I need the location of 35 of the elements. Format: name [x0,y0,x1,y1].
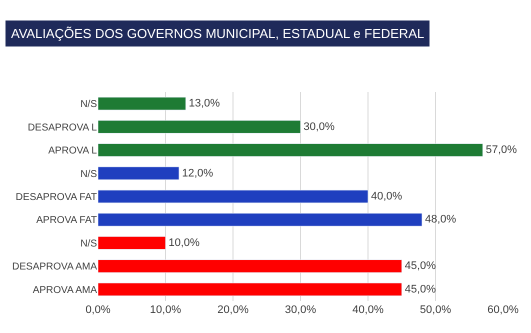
y-tick-label: APROVA AMA [32,284,98,296]
bar [98,236,166,250]
x-tick-label: 60,0% [487,304,519,316]
y-tick-label: N/S [80,99,98,110]
bar [98,213,422,226]
y-tick-label: DESAPROVA L [28,122,98,134]
x-tick-label: 20,0% [217,304,249,316]
data-label: 12,0% [182,167,214,180]
bar [98,190,368,204]
y-tick-label: APROVA L [48,146,98,157]
y-tick-label: DESAPROVA AMA [12,262,98,273]
y-tick-label: DESAPROVA FAT [16,192,97,203]
x-tick-label: 0,0% [85,304,111,316]
x-tick-label: 30,0% [284,304,316,316]
y-tick-label: N/S [80,238,98,250]
bar [98,143,483,157]
data-label: 45,0% [404,283,436,296]
data-label: 10,0% [168,236,200,249]
bar [98,260,402,273]
bar [98,120,301,134]
x-tick-label: 10,0% [150,304,182,316]
data-label: 13,0% [188,98,220,110]
chart-title: AVALIAÇÕES DOS GOVERNOS MUNICIPAL, ESTADUAL e FEDERAL [11,26,424,41]
bar [98,282,402,296]
y-tick-label: N/S [80,168,98,180]
x-tick-label: 50,0% [420,304,452,316]
data-label: 57,0% [486,144,518,156]
bar [98,96,186,110]
x-tick-label: 40,0% [352,304,384,316]
bar [98,166,180,180]
y-tick-label: APROVA FAT [36,215,97,226]
data-label: 45,0% [404,260,436,272]
data-label: 40,0% [371,190,402,202]
data-label: 30,0% [304,120,335,133]
data-label: 48,0% [425,214,456,226]
